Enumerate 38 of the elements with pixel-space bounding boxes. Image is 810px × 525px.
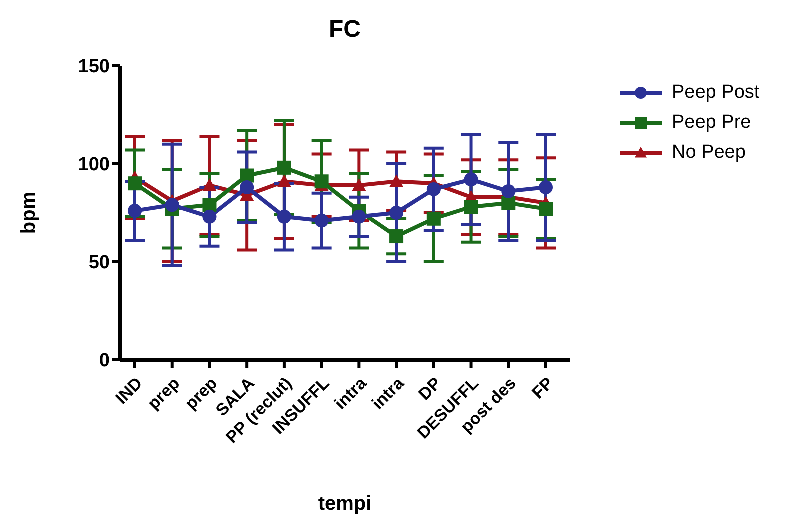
point [165, 198, 180, 212]
y-tick-label: 50 [88, 252, 110, 274]
legend-label: Peep Post [672, 82, 760, 104]
point [426, 212, 441, 226]
point [352, 178, 366, 192]
legend-label: Peep Pre [672, 112, 752, 134]
point [314, 174, 329, 189]
point [390, 174, 404, 188]
chart-title: FC [328, 15, 362, 45]
point [240, 168, 254, 183]
legend-label: No Peep [672, 142, 746, 164]
point [202, 178, 217, 192]
y-tick-label: 0 [99, 350, 110, 372]
point [277, 174, 292, 188]
point [277, 210, 292, 224]
y-tick-label: 100 [78, 154, 110, 176]
point [464, 200, 478, 214]
point [314, 214, 329, 228]
point [426, 182, 441, 196]
point [202, 198, 217, 212]
point [539, 180, 553, 195]
x-tick-label: IND [112, 374, 146, 408]
point [390, 206, 404, 220]
x-tick-label: FP [528, 374, 558, 403]
point [352, 210, 366, 224]
x-axis-title: tempi [318, 493, 372, 515]
point [502, 196, 516, 210]
point [464, 172, 478, 187]
point [202, 210, 217, 224]
point [539, 202, 553, 216]
point [240, 180, 254, 195]
point [128, 176, 142, 191]
y-axis-title: bpm [18, 192, 40, 234]
point [128, 204, 142, 218]
point [502, 184, 516, 198]
point [277, 160, 292, 175]
point [390, 230, 404, 244]
y-tick-label: 150 [78, 56, 110, 78]
